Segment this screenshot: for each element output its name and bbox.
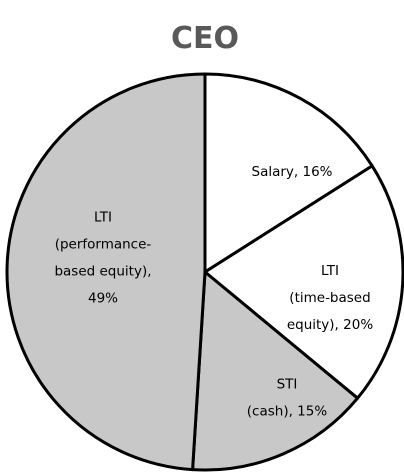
pie-slice <box>5 72 207 472</box>
data-label-line: LTI <box>321 263 339 279</box>
data-label: LTI (time-based equity), 20% <box>287 263 373 333</box>
data-label: LTI (performance-based equity), 49% <box>54 210 151 307</box>
data-label-line: STI <box>277 377 298 393</box>
data-label-line: Salary, 16% <box>252 164 333 180</box>
data-label-line: LTI <box>94 210 112 226</box>
pie-slice <box>203 72 374 274</box>
data-label-line: (cash), 15% <box>247 404 328 420</box>
chart-title: CEO <box>171 21 239 56</box>
data-label-line: 49% <box>88 291 118 307</box>
pie <box>5 72 404 472</box>
data-label: STI (cash), 15% <box>247 377 328 420</box>
pie-slice <box>203 164 404 400</box>
data-label-line: (time-based <box>289 290 370 306</box>
pie-slice <box>191 270 360 472</box>
data-label-line: equity), 20% <box>287 317 373 333</box>
labels: Salary, 16% LTI (time-based equity), 20% STI… <box>54 164 373 420</box>
data-label-line: based equity), <box>54 264 151 280</box>
data-label: Salary, 16% <box>252 164 333 180</box>
data-label-line: (performance- <box>55 237 152 253</box>
